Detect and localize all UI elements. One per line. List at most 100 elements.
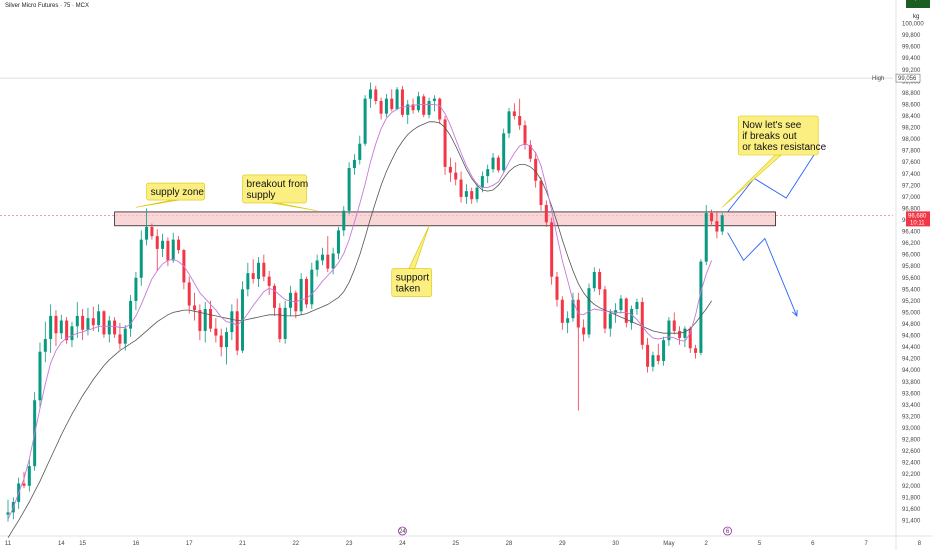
- candle-body: [646, 344, 650, 367]
- x-tick-label: 17: [186, 541, 193, 547]
- x-tick-label: 7: [864, 541, 868, 547]
- bearish-path-arrow: [727, 232, 798, 317]
- candle-body: [347, 168, 351, 211]
- y-tick-label: 97,000: [902, 195, 921, 201]
- candle-body: [651, 355, 655, 367]
- candle-body: [203, 308, 207, 331]
- candle-body: [571, 299, 575, 319]
- y-tick-label: 92,400: [902, 461, 921, 467]
- x-tick-label: 30: [612, 541, 619, 547]
- candle-body: [459, 179, 463, 197]
- y-tick-label: 93,000: [902, 426, 921, 432]
- candle-body: [507, 111, 511, 134]
- candle-body: [299, 278, 303, 312]
- candle-body: [331, 253, 335, 269]
- candle-body: [171, 239, 175, 261]
- candle-body: [704, 213, 708, 262]
- candle-body: [283, 307, 287, 340]
- candle-body: [27, 466, 31, 486]
- candle-body: [113, 320, 117, 335]
- callout-text: supply zone: [151, 187, 205, 198]
- candle-body: [230, 311, 234, 333]
- candle-body: [6, 512, 10, 515]
- candle-body: [65, 320, 69, 341]
- y-tick-label: 93,400: [902, 403, 921, 409]
- candle-body: [262, 262, 266, 277]
- candle-body: [512, 111, 516, 116]
- last-price-tag-box: [906, 211, 930, 227]
- candle-body: [86, 318, 90, 330]
- y-tick-label: 94,600: [902, 334, 921, 340]
- candle-body: [22, 483, 26, 486]
- y-tick-label: 94,000: [902, 368, 921, 374]
- candle-body: [59, 320, 63, 334]
- candle-body: [635, 302, 639, 309]
- y-tick-label: 94,200: [902, 357, 921, 363]
- candle-body: [310, 269, 314, 305]
- y-tick-label: 96,000: [902, 253, 921, 259]
- candle-body: [475, 187, 479, 200]
- unit-label: kg: [913, 14, 920, 20]
- candle-body: [379, 100, 383, 114]
- candle-body: [720, 215, 724, 232]
- y-tick-label: 96,800: [902, 206, 921, 212]
- candle-body: [49, 315, 53, 340]
- candle-body: [118, 334, 122, 344]
- candle-body: [443, 119, 447, 167]
- y-tick-label: 92,200: [902, 472, 921, 478]
- candle-body: [662, 340, 666, 361]
- candle-body: [214, 328, 218, 336]
- callout-box: [737, 115, 819, 156]
- chart-title: Silver Micro Futures · 75 · MCX: [5, 3, 90, 9]
- bullish-path-arrow: [727, 148, 819, 213]
- candle-body: [374, 89, 378, 101]
- candle-body: [38, 351, 42, 401]
- callout-pointer: [135, 199, 179, 208]
- candle-body: [123, 328, 127, 344]
- y-tick-label: 96,200: [902, 241, 921, 247]
- callout-box: [242, 174, 307, 204]
- candle-body: [225, 332, 229, 348]
- x-tick-label: 21: [239, 541, 246, 547]
- candle-body: [624, 298, 628, 323]
- candle-body: [326, 254, 330, 269]
- candle-body: [448, 166, 452, 173]
- x-tick-label: 8: [918, 541, 922, 547]
- candle-body: [187, 282, 191, 306]
- candle-body: [432, 98, 436, 101]
- y-tick-label: 92,600: [902, 449, 921, 455]
- callout-text: support: [396, 273, 430, 284]
- x-tick-label: 5: [758, 541, 762, 547]
- candle-body: [523, 125, 527, 145]
- candle-body: [694, 348, 698, 353]
- candle-body: [161, 240, 165, 249]
- x-tick-label: 22: [292, 541, 299, 547]
- candle-body: [422, 96, 426, 115]
- callout-text: supply: [247, 190, 276, 201]
- candle-body: [209, 308, 213, 329]
- y-tick-label: 95,800: [902, 264, 921, 270]
- callout-text: if breaks out: [742, 131, 797, 142]
- candle-body: [555, 276, 559, 300]
- candle-body: [656, 355, 660, 361]
- fast-ma-line: [7, 103, 713, 520]
- event-marker-label: 24: [399, 529, 406, 535]
- slow-ma-line: [7, 121, 712, 539]
- candle-body: [406, 104, 410, 115]
- candle-body: [257, 262, 261, 279]
- y-tick-label: 97,600: [902, 160, 921, 166]
- y-tick-label: 99,200: [902, 68, 921, 74]
- candle-body: [715, 221, 719, 232]
- candle-body: [320, 254, 324, 261]
- candle-body: [278, 307, 282, 340]
- y-tick-label: 98,800: [902, 91, 921, 97]
- callout-text: taken: [396, 284, 420, 295]
- x-tick-label: 24: [399, 541, 406, 547]
- y-tick-label: 96,400: [902, 230, 921, 236]
- y-tick-label: 93,800: [902, 380, 921, 386]
- y-tick-label: 98,200: [902, 126, 921, 132]
- y-tick-label: 98,000: [902, 137, 921, 143]
- y-tick-label: 94,400: [902, 345, 921, 351]
- y-tick-label: 93,600: [902, 391, 921, 397]
